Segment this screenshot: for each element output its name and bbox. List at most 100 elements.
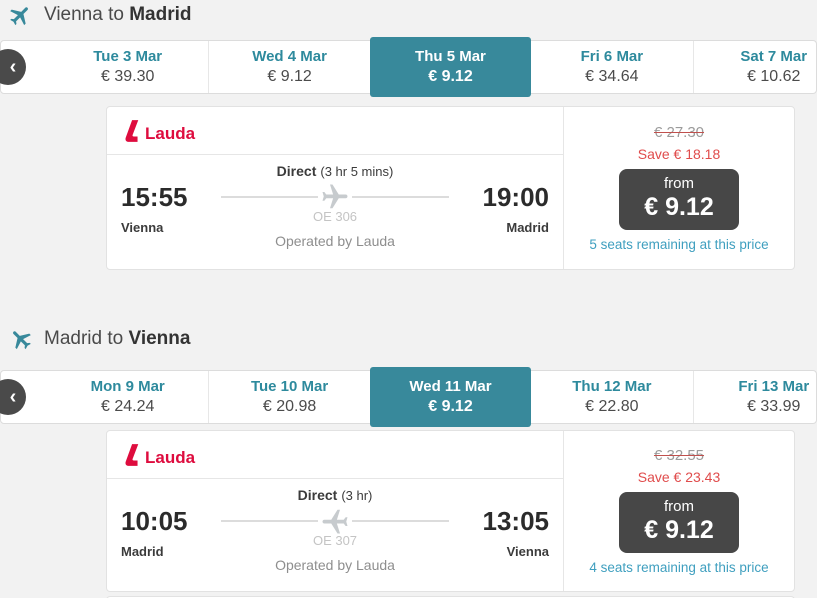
date-tab[interactable]: Tue 10 Mar € 20.98 bbox=[208, 371, 369, 423]
flight-details: Direct (3 hr 5 mins) 15:55 Vienna bbox=[107, 155, 563, 249]
tab-date: Tue 10 Mar bbox=[250, 378, 329, 395]
lauda-logo: Lauda bbox=[123, 442, 195, 468]
tab-price: € 33.99 bbox=[747, 398, 801, 415]
route-prefix: Madrid to bbox=[44, 328, 124, 349]
tab-price: € 10.62 bbox=[747, 68, 801, 85]
lauda-logo: Lauda bbox=[123, 118, 195, 144]
departure-time: 10:05 bbox=[121, 506, 188, 536]
seats-remaining-note: 4 seats remaining at this price bbox=[589, 560, 769, 575]
route-title: Vienna to Madrid bbox=[44, 4, 192, 26]
departure-endpoint: 15:55 Vienna bbox=[121, 182, 213, 249]
route-line bbox=[221, 506, 449, 536]
departure-endpoint: 10:05 Madrid bbox=[121, 506, 213, 573]
route-header: Vienna to Madrid bbox=[0, 0, 817, 29]
airline-name: Lauda bbox=[145, 123, 196, 143]
direct-label: Direct bbox=[276, 163, 317, 179]
tab-date: Wed 11 Mar bbox=[409, 378, 492, 395]
tab-date: Fri 6 Mar bbox=[580, 48, 644, 65]
duration-label: (3 hr 5 mins) bbox=[320, 164, 394, 179]
airline-name: Lauda bbox=[145, 447, 196, 467]
route-title: Madrid to Vienna bbox=[44, 328, 190, 350]
return-section: Madrid to Vienna ‹ Mon 9 Mar € 24.24 Tue… bbox=[0, 324, 817, 598]
save-amount: Save € 23.43 bbox=[637, 469, 721, 485]
arrival-time: 19:00 bbox=[482, 182, 550, 212]
operated-by-label: Operated by Lauda bbox=[275, 557, 395, 573]
route-row: 15:55 Vienna OE 306 bbox=[121, 182, 550, 249]
arrival-endpoint: 19:00 Madrid bbox=[457, 182, 550, 249]
date-tab[interactable]: Fri 13 Mar € 33.99 bbox=[692, 371, 817, 423]
direct-line: Direct (3 hr) bbox=[121, 487, 549, 503]
tab-date: Wed 4 Mar bbox=[252, 48, 327, 65]
flight-number: OE 307 bbox=[312, 533, 358, 548]
route-line-segment bbox=[221, 196, 318, 198]
tab-price: € 9.12 bbox=[267, 68, 312, 85]
route-row: 10:05 Madrid OE 307 bbox=[121, 506, 550, 573]
from-price-button[interactable]: from € 9.12 bbox=[619, 169, 739, 230]
arrival-time: 13:05 bbox=[482, 506, 550, 536]
airplane-route-icon bbox=[320, 182, 350, 212]
route-mid: OE 307 Operated by Lauda bbox=[213, 508, 457, 573]
date-tab[interactable]: Tue 3 Mar € 39.30 bbox=[47, 41, 208, 93]
date-tabs: Tue 3 Mar € 39.30 Wed 4 Mar € 9.12 Thu 5… bbox=[1, 37, 817, 97]
direct-label: Direct bbox=[297, 487, 338, 503]
tab-price: € 9.12 bbox=[428, 398, 473, 415]
lauda-logo-icon bbox=[125, 119, 139, 142]
airline-row: Lauda bbox=[107, 107, 563, 155]
route-line bbox=[221, 182, 449, 212]
date-tab[interactable]: Thu 12 Mar € 22.80 bbox=[531, 371, 692, 423]
date-tab-selected[interactable]: Thu 5 Mar € 9.12 bbox=[369, 37, 532, 97]
save-amount: Save € 18.18 bbox=[637, 146, 721, 162]
tab-price: € 9.12 bbox=[428, 68, 473, 85]
date-tab[interactable]: Wed 4 Mar € 9.12 bbox=[208, 41, 369, 93]
price-panel: € 27.30 Save € 18.18 from € 9.12 5 seats… bbox=[563, 107, 794, 269]
date-price-carousel: ‹ Tue 3 Mar € 39.30 Wed 4 Mar € 9.12 Thu… bbox=[0, 37, 817, 97]
original-price: € 32.55 bbox=[653, 447, 705, 464]
tab-price: € 39.30 bbox=[101, 68, 155, 85]
from-label: from bbox=[664, 175, 694, 192]
departure-city: Vienna bbox=[121, 220, 164, 236]
tab-price: € 20.98 bbox=[262, 398, 317, 415]
date-tab[interactable]: Fri 6 Mar € 34.64 bbox=[531, 41, 692, 93]
date-tab-selected[interactable]: Wed 11 Mar € 9.12 bbox=[369, 367, 532, 427]
original-price: € 27.30 bbox=[653, 124, 705, 141]
route-header: Madrid to Vienna bbox=[0, 324, 817, 353]
tab-date: Tue 3 Mar bbox=[93, 48, 163, 65]
flight-card: Lauda Direct (3 hr) 10:05 Madrid bbox=[106, 430, 795, 592]
route-line-segment bbox=[352, 196, 449, 198]
flight-number: OE 306 bbox=[312, 209, 358, 224]
flight-card: Lauda Direct (3 hr 5 mins) 15:55 Vienna bbox=[106, 106, 795, 270]
airplane-route-icon bbox=[320, 506, 350, 536]
date-tab[interactable]: Sat 7 Mar € 10.62 bbox=[692, 41, 817, 93]
flight-card-main: Lauda Direct (3 hr 5 mins) 15:55 Vienna bbox=[107, 107, 563, 269]
tab-date: Fri 13 Mar bbox=[738, 378, 810, 395]
from-price-button[interactable]: from € 9.12 bbox=[619, 492, 739, 553]
price-amount: € 9.12 bbox=[644, 192, 714, 221]
lauda-logo-icon bbox=[125, 443, 139, 466]
arrival-endpoint: 13:05 Vienna bbox=[457, 506, 550, 573]
route-line-segment bbox=[221, 520, 318, 522]
route-destination: Vienna bbox=[128, 328, 191, 349]
outbound-section: Vienna to Madrid ‹ Tue 3 Mar € 39.30 Wed… bbox=[0, 0, 817, 270]
arrival-city: Vienna bbox=[506, 544, 549, 560]
arrival-city: Madrid bbox=[506, 220, 549, 236]
price-amount: € 9.12 bbox=[644, 515, 714, 544]
date-tab[interactable]: Mon 9 Mar € 24.24 bbox=[47, 371, 208, 423]
chevron-left-icon: ‹ bbox=[9, 386, 17, 408]
airplane-return-icon bbox=[6, 324, 36, 353]
price-panel: € 32.55 Save € 23.43 from € 9.12 4 seats… bbox=[563, 431, 794, 591]
prev-dates-button[interactable]: ‹ bbox=[0, 49, 26, 85]
flight-card-main: Lauda Direct (3 hr) 10:05 Madrid bbox=[107, 431, 563, 591]
tab-date: Sat 7 Mar bbox=[740, 48, 808, 65]
departure-time: 15:55 bbox=[121, 182, 188, 212]
seats-remaining-note: 5 seats remaining at this price bbox=[589, 237, 769, 252]
tab-date: Mon 9 Mar bbox=[90, 378, 165, 395]
operated-by-label: Operated by Lauda bbox=[275, 233, 395, 249]
tab-date: Thu 12 Mar bbox=[572, 378, 652, 395]
tab-price: € 24.24 bbox=[101, 398, 155, 415]
from-label: from bbox=[664, 498, 694, 515]
tab-price: € 22.80 bbox=[585, 398, 639, 415]
chevron-left-icon: ‹ bbox=[9, 56, 17, 78]
departure-city: Madrid bbox=[121, 544, 164, 560]
route-mid: OE 306 Operated by Lauda bbox=[213, 184, 457, 249]
